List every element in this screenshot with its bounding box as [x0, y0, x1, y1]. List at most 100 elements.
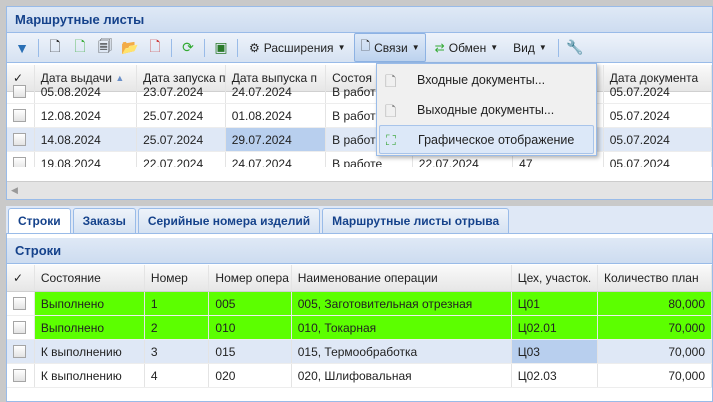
links-button[interactable]: 🗋 Связи ▼ — [354, 33, 426, 62]
table-cell[interactable]: 05.07.2024 — [604, 80, 712, 103]
column-header[interactable]: Номер — [145, 265, 210, 291]
table-row[interactable]: К выполнению 3 015 015, Термообработка Ц03 70… — [7, 340, 713, 364]
column-header[interactable]: Наименование операции — [292, 265, 512, 291]
row-checkbox[interactable] — [7, 364, 35, 387]
exchange-button[interactable]: ⇄ Обмен ▼ — [429, 37, 504, 59]
open-folder-icon[interactable]: 📂 — [121, 39, 139, 55]
table-cell[interactable]: 3 — [145, 340, 210, 363]
scroll-left-icon[interactable]: ◀ — [11, 185, 18, 195]
row-checkbox[interactable] — [7, 128, 35, 151]
table-cell[interactable]: 25.07.2024 — [137, 104, 226, 127]
table-cell[interactable]: 015, Термообработка — [292, 340, 512, 363]
table-cell[interactable]: Выполнено — [34, 316, 145, 339]
table-cell[interactable]: 29.07.2024 — [225, 128, 327, 151]
table-cell[interactable]: 05.07.2024 — [604, 104, 712, 127]
column-header[interactable]: Номер опера — [209, 265, 292, 291]
route-sheets-grid: ✓ Дата выдачи ▲ Дата запуска п Дата выпу… — [7, 65, 712, 167]
delete-document-icon[interactable]: 🗋 — [149, 37, 161, 54]
table-cell[interactable]: 70,000 — [598, 340, 713, 363]
table-cell[interactable]: К выполнению — [35, 340, 145, 363]
table-cell[interactable]: 47 — [513, 152, 604, 167]
table-row[interactable]: 14.08.2024 25.07.2024 29.07.2024 В работе 05… — [7, 128, 712, 152]
excel-export-icon[interactable]: ▣ — [214, 39, 228, 55]
column-header[interactable]: Дата запуска п — [137, 65, 226, 91]
table-cell[interactable]: 24.07.2024 — [226, 152, 327, 167]
tab-lines[interactable]: Строки — [8, 208, 71, 233]
table-cell[interactable]: 14.08.2024 — [35, 128, 138, 151]
menu-item-graphical-view[interactable]: ⛶ Графическое отображение — [379, 125, 594, 154]
table-row[interactable]: 05.08.2024 23.07.2024 24.07.2024 В работе 05… — [7, 80, 712, 104]
wrench-icon[interactable]: 🔧 — [566, 39, 584, 55]
table-cell[interactable] — [513, 104, 604, 127]
table-row[interactable]: 19.08.2024 22.07.2024 24.07.2024 В работе 22… — [7, 152, 712, 167]
table-row[interactable]: Выполнено 1 005 005, Заготовительная отрезн… — [7, 292, 713, 316]
table-cell[interactable]: 80,000 — [598, 292, 713, 315]
menu-item-output-documents[interactable]: 🗋 Выходные документы... — [379, 95, 594, 124]
row-checkbox[interactable] — [7, 152, 35, 167]
column-header[interactable]: Дата документа — [604, 65, 712, 91]
table-cell[interactable]: 70,000 — [598, 364, 713, 387]
table-cell[interactable]: 2 — [144, 316, 210, 339]
row-checkbox[interactable] — [7, 104, 35, 127]
table-cell[interactable]: 22.07.2024 — [413, 152, 514, 167]
table-cell[interactable]: 19.08.2024 — [35, 152, 138, 167]
table-cell[interactable] — [513, 128, 604, 151]
table-cell[interactable]: 01.08.2024 — [226, 104, 327, 127]
table-row[interactable]: 12.08.2024 25.07.2024 01.08.2024 В работе 05… — [7, 104, 712, 128]
filter-icon[interactable]: ▼ — [15, 39, 29, 56]
table-cell[interactable]: 4 — [145, 364, 210, 387]
table-cell[interactable]: Ц02.03 — [512, 364, 598, 387]
table-cell[interactable]: Ц01 — [511, 292, 598, 315]
tab-tear-off-sheets[interactable]: Маршрутные листы отрыва — [322, 208, 510, 233]
column-header[interactable]: Количество план — [598, 265, 713, 291]
table-cell[interactable]: Ц03 — [511, 340, 598, 363]
table-cell[interactable] — [513, 80, 604, 103]
row-checkbox[interactable] — [7, 80, 35, 103]
row-checkbox[interactable] — [7, 292, 35, 315]
table-cell[interactable]: 22.07.2024 — [137, 152, 226, 167]
tab-serial-numbers[interactable]: Серийные номера изделий — [137, 208, 321, 233]
row-checkbox[interactable] — [7, 340, 35, 363]
table-cell[interactable]: 005, Заготовительная отрезная — [291, 292, 512, 315]
column-header[interactable]: Цех, участок. — [512, 265, 598, 291]
table-cell[interactable]: 12.08.2024 — [35, 104, 138, 127]
tab-orders[interactable]: Заказы — [72, 208, 136, 233]
table-cell[interactable]: 24.07.2024 — [226, 80, 327, 103]
toolbar: ▼ 🗋 🗋 🗐 📂 🗋 ⟳ ▣ ⚙ Расширения ▼ 🗋 Связи ▼ ⇄ Об… — [7, 33, 712, 63]
table-cell[interactable]: 05.08.2024 — [35, 80, 138, 103]
edit-document-icon[interactable]: 🗐 — [98, 37, 112, 54]
add-document-icon[interactable]: 🗋 — [74, 37, 86, 54]
table-cell[interactable]: 05.07.2024 — [604, 128, 712, 151]
new-document-icon[interactable]: 🗋 — [49, 37, 61, 54]
select-all-checkbox[interactable]: ✓ — [7, 265, 35, 291]
extensions-button[interactable]: ⚙ Расширения ▼ — [243, 37, 351, 59]
table-cell[interactable]: Ц02.01 — [511, 316, 598, 339]
table-cell[interactable]: 015 — [209, 340, 292, 363]
chevron-down-icon: ▼ — [538, 43, 547, 52]
table-cell[interactable]: 010, Токарная — [291, 316, 512, 339]
row-checkbox[interactable] — [7, 316, 35, 339]
column-header[interactable]: Состояние — [35, 265, 145, 291]
table-cell[interactable]: К выполнению — [35, 364, 145, 387]
horizontal-scrollbar[interactable]: ◀ — [7, 181, 712, 199]
table-cell[interactable]: 005 — [209, 292, 292, 315]
table-cell[interactable]: 70,000 — [598, 316, 713, 339]
table-row[interactable]: Выполнено 2 010 010, Токарная Ц02.01 70,000 — [7, 316, 713, 340]
table-cell[interactable]: 05.07.2024 — [604, 152, 712, 167]
sort-asc-icon: ▲ — [115, 73, 125, 83]
table-cell[interactable]: 010 — [209, 316, 292, 339]
table-row[interactable]: К выполнению 4 020 020, Шлифовальная Ц02.03 7… — [7, 364, 713, 388]
table-cell[interactable]: 1 — [144, 292, 210, 315]
refresh-icon[interactable]: ⟳ — [182, 39, 194, 55]
table-cell[interactable]: 25.07.2024 — [137, 128, 226, 151]
menu-item-input-documents[interactable]: 🗋 Входные документы... — [379, 65, 594, 94]
column-header[interactable]: Дата выпуска п — [226, 65, 327, 91]
select-all-checkbox[interactable]: ✓ — [7, 65, 35, 91]
table-cell[interactable]: В работе — [326, 152, 413, 167]
table-cell[interactable]: 020 — [209, 364, 292, 387]
table-cell[interactable]: 23.07.2024 — [137, 80, 226, 103]
view-button[interactable]: Вид ▼ — [507, 37, 553, 59]
table-cell[interactable]: Выполнено — [34, 292, 145, 315]
column-header[interactable]: Дата выдачи ▲ — [35, 65, 138, 91]
table-cell[interactable]: 020, Шлифовальная — [292, 364, 512, 387]
